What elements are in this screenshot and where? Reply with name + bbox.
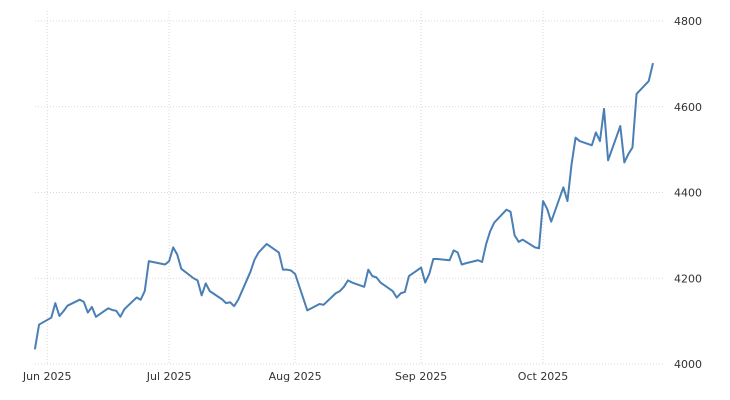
y-tick-label: 4000 [674,358,702,371]
x-tick-label: Sep 2025 [395,370,447,383]
y-axis: 4000 4200 4400 4600 4800 [674,15,702,371]
y-tick-label: 4400 [674,187,702,200]
y-tick-label: 4200 [674,272,702,285]
x-axis: Jun 2025 Jul 2025 Aug 2025 Sep 2025 Oct 2025 [22,370,568,383]
series-line [34,62,654,350]
x-tick-label: Jun 2025 [22,370,72,383]
x-tick-label: Aug 2025 [269,370,322,383]
x-tick-label: Oct 2025 [518,370,569,383]
grid [35,11,665,365]
x-tick-label: Jul 2025 [146,370,192,383]
y-tick-label: 4800 [674,15,702,28]
y-tick-label: 4600 [674,101,702,114]
